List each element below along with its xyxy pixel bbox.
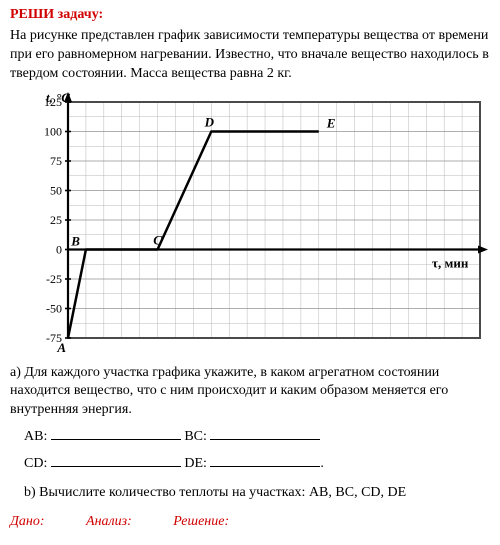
analysis-label: Анализ: xyxy=(86,514,132,529)
svg-text:25: 25 xyxy=(50,213,62,227)
bc-label: BC: xyxy=(184,429,207,444)
problem-title: РЕШИ задачу: xyxy=(10,6,490,25)
cd-label: CD: xyxy=(24,456,47,471)
svg-text:E: E xyxy=(326,115,336,130)
solution-headers: Дано: Анализ: Решение: xyxy=(10,513,490,532)
svg-text:100: 100 xyxy=(44,124,62,138)
de-blank[interactable] xyxy=(210,453,320,467)
bc-blank[interactable] xyxy=(210,426,320,440)
ab-blank[interactable] xyxy=(51,426,181,440)
section-a-label: а) xyxy=(10,365,21,380)
given-label: Дано: xyxy=(10,514,45,529)
section-a: а) Для каждого участка графика укажите, … xyxy=(10,364,490,474)
svg-text:-50: -50 xyxy=(46,301,62,315)
svg-text:C: C xyxy=(153,232,162,247)
svg-text:-25: -25 xyxy=(46,272,62,286)
svg-text:50: 50 xyxy=(50,183,62,197)
ab-label: AB: xyxy=(24,429,47,444)
section-a-text: Для каждого участка графика укажите, в к… xyxy=(10,365,448,418)
trailing-period: . xyxy=(320,456,324,471)
solution-label: Решение: xyxy=(173,514,229,529)
section-b: b) Вычислите количество теплоты на участ… xyxy=(10,484,490,503)
svg-text:D: D xyxy=(204,114,215,129)
chart-container: -75-50-250255075100125t, °Cτ, минABCDE xyxy=(10,88,490,358)
section-b-label: b) xyxy=(24,485,36,500)
svg-text:75: 75 xyxy=(50,154,62,168)
temperature-chart: -75-50-250255075100125t, °Cτ, минABCDE xyxy=(10,88,490,358)
section-b-text: Вычислите количество теплоты на участках… xyxy=(39,485,406,500)
de-label: DE: xyxy=(184,456,207,471)
svg-text:0: 0 xyxy=(56,242,62,256)
svg-text:τ, мин: τ, мин xyxy=(432,255,469,270)
problem-statement: На рисунке представлен график зависимост… xyxy=(10,27,490,84)
cd-blank[interactable] xyxy=(51,453,181,467)
svg-text:t, °C: t, °C xyxy=(46,90,70,105)
svg-text:A: A xyxy=(56,340,66,355)
svg-text:B: B xyxy=(70,233,80,248)
